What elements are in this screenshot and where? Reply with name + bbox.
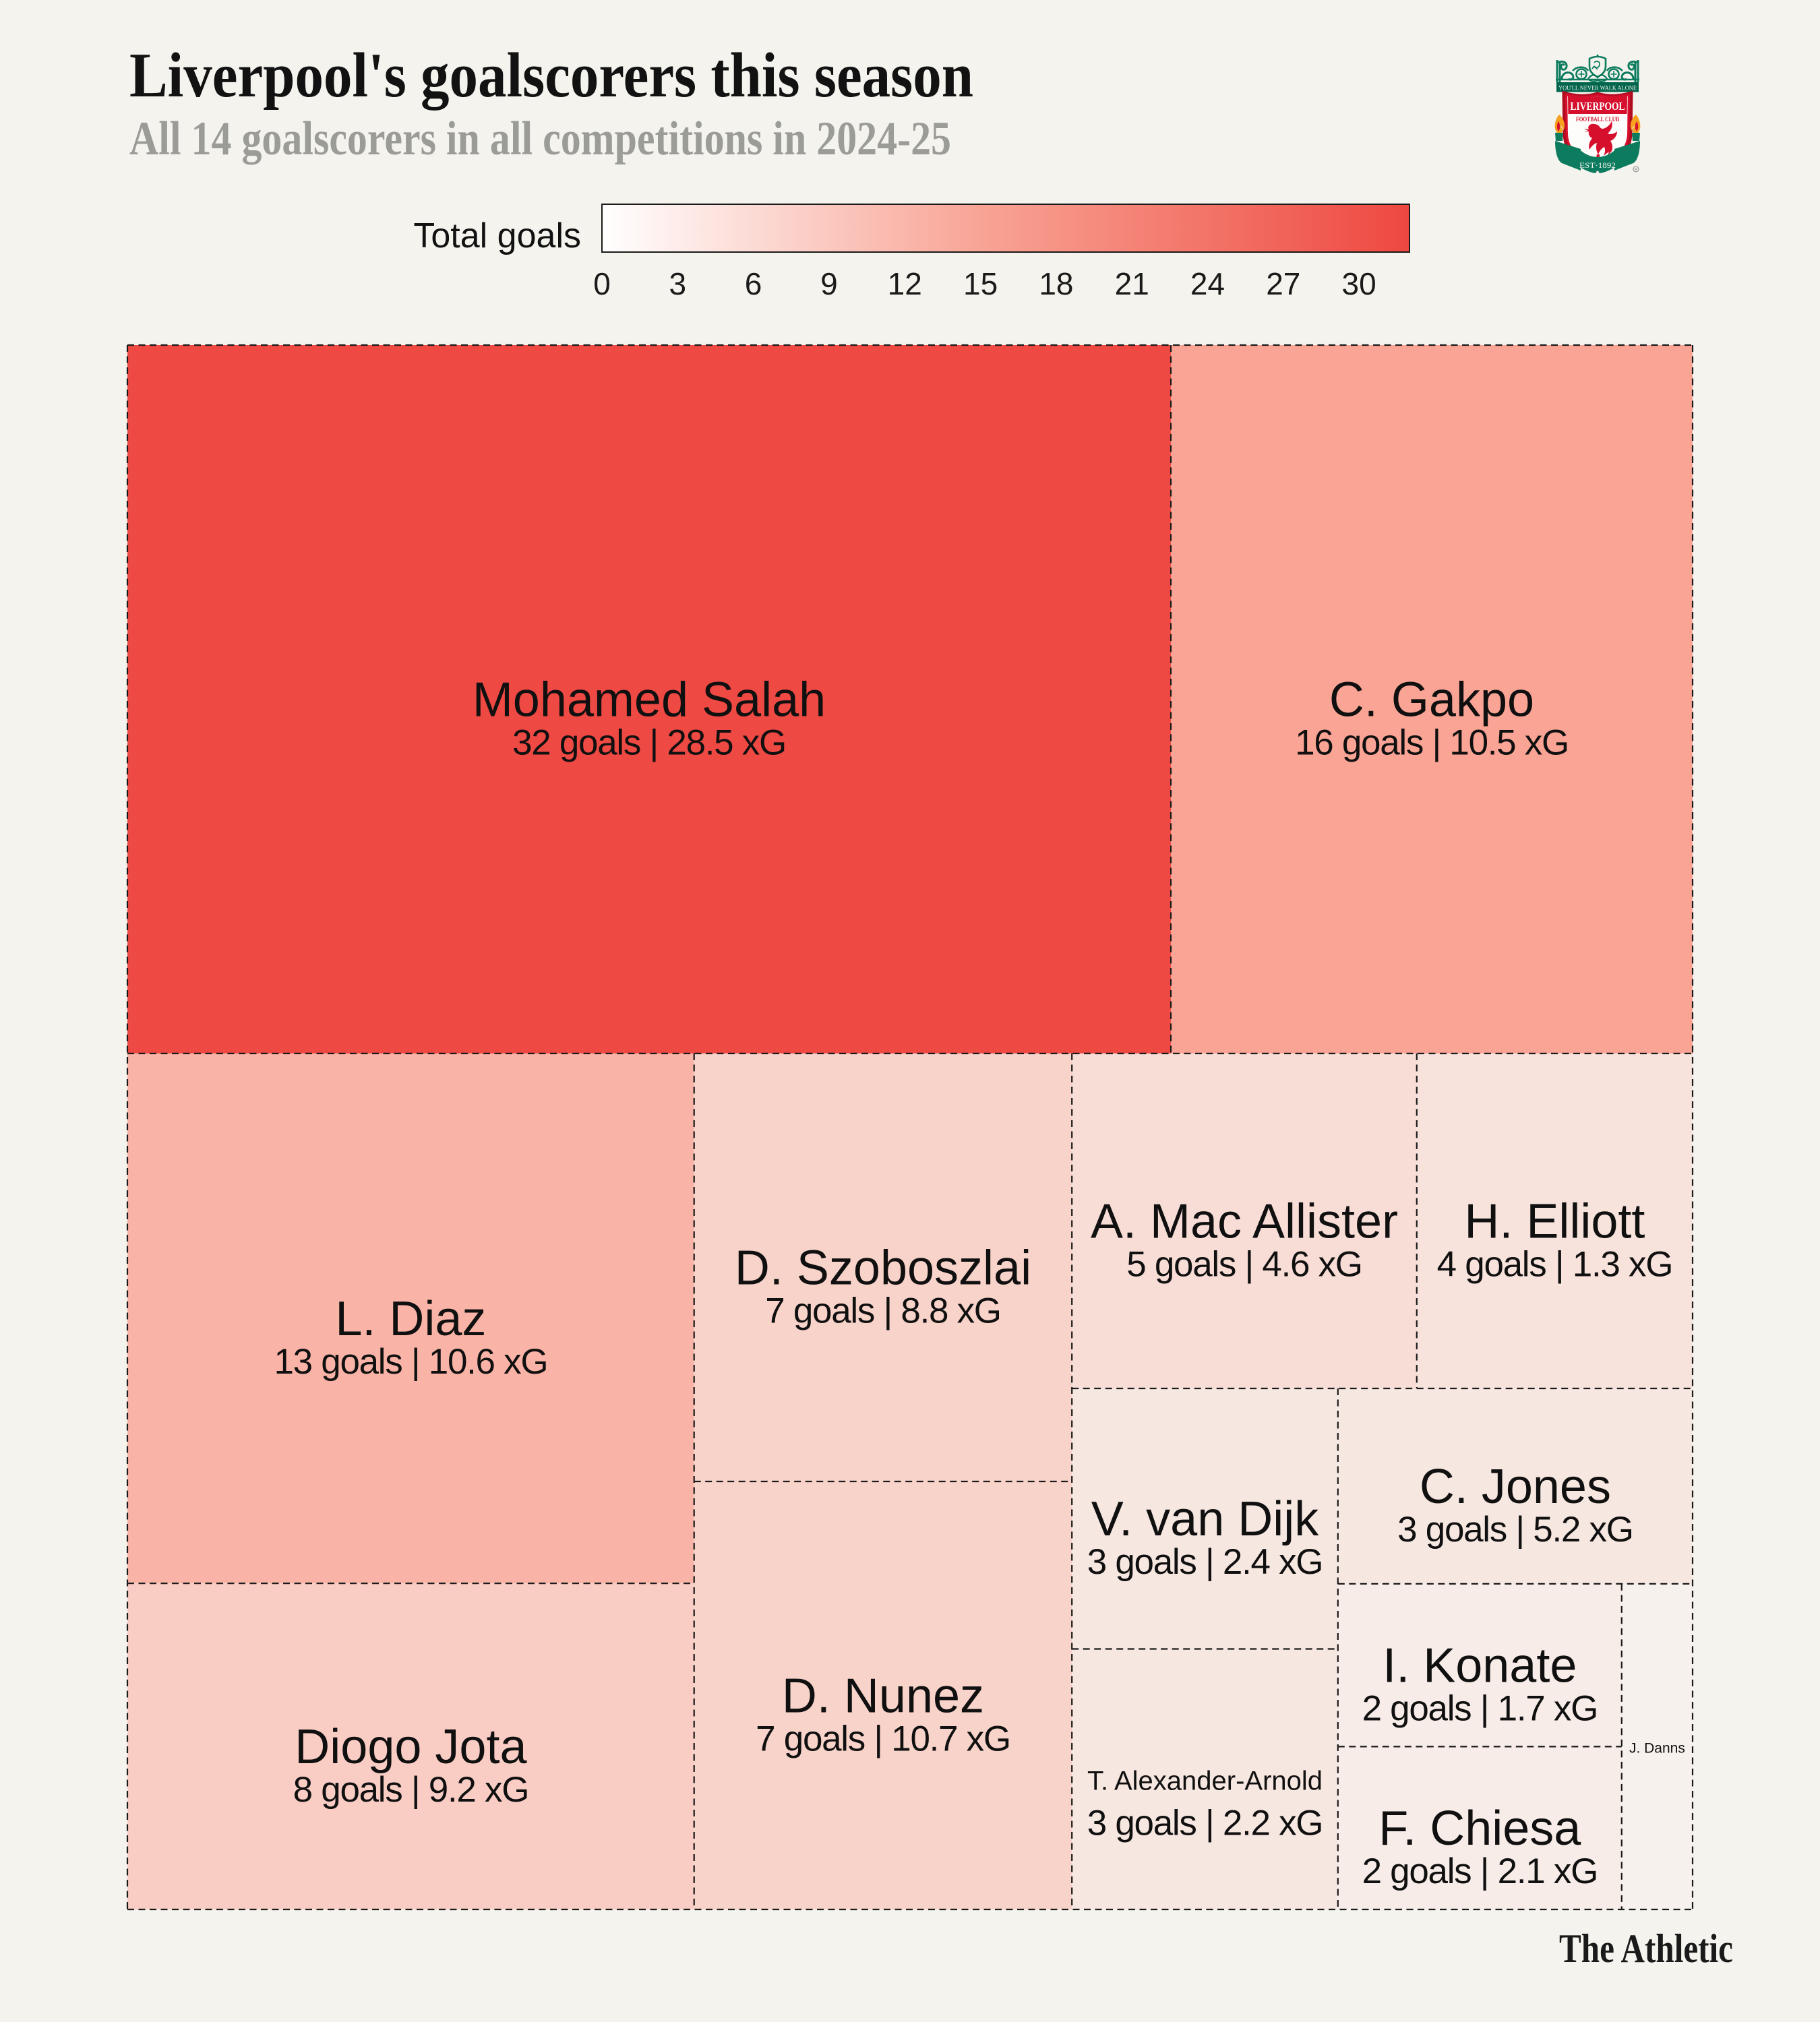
svg-text:18: 18 (1039, 266, 1073, 301)
svg-text:J. Danns: J. Danns (1629, 1740, 1685, 1756)
svg-text:Mohamed Salah: Mohamed Salah (473, 673, 826, 727)
svg-text:Liverpool's goalscorers this s: Liverpool's goalscorers this season (129, 40, 973, 111)
svg-text:R: R (1635, 168, 1638, 173)
svg-text:The Athletic: The Athletic (1559, 1926, 1733, 1971)
svg-text:C. Gakpo: C. Gakpo (1329, 673, 1534, 727)
svg-text:7 goals | 10.7 xG: 7 goals | 10.7 xG (756, 1719, 1010, 1759)
svg-text:32 goals | 28.5 xG: 32 goals | 28.5 xG (512, 723, 786, 763)
svg-text:H. Elliott: H. Elliott (1464, 1195, 1645, 1249)
svg-text:13 goals | 10.6 xG: 13 goals | 10.6 xG (274, 1342, 547, 1382)
svg-text:7 goals | 8.8 xG: 7 goals | 8.8 xG (765, 1291, 1000, 1331)
svg-text:V. van Dijk: V. van Dijk (1091, 1492, 1320, 1546)
svg-text:FOOTBALL CLUB: FOOTBALL CLUB (1576, 117, 1620, 123)
svg-text:All 14 goalscorers in all comp: All 14 goalscorers in all competitions i… (129, 113, 951, 165)
svg-text:YOU'LL NEVER WALK ALONE: YOU'LL NEVER WALK ALONE (1558, 85, 1637, 92)
svg-text:D. Szoboszlai: D. Szoboszlai (735, 1242, 1031, 1295)
svg-text:3 goals | 2.4 xG: 3 goals | 2.4 xG (1087, 1542, 1323, 1582)
svg-text:27: 27 (1266, 266, 1300, 301)
svg-text:3 goals | 2.2 xG: 3 goals | 2.2 xG (1087, 1804, 1323, 1843)
svg-text:6: 6 (745, 266, 762, 301)
svg-text:16 goals | 10.5 xG: 16 goals | 10.5 xG (1295, 723, 1569, 763)
svg-text:Diogo Jota: Diogo Jota (295, 1720, 527, 1774)
svg-text:0: 0 (593, 266, 611, 301)
svg-text:15: 15 (963, 266, 998, 301)
svg-text:2 goals | 2.1 xG: 2 goals | 2.1 xG (1362, 1851, 1598, 1891)
svg-text:I. Konate: I. Konate (1383, 1639, 1577, 1693)
svg-text:D. Nunez: D. Nunez (782, 1669, 984, 1723)
svg-text:3: 3 (669, 266, 687, 301)
svg-text:C. Jones: C. Jones (1420, 1460, 1611, 1514)
svg-text:9: 9 (820, 266, 838, 301)
svg-text:5 goals | 4.6 xG: 5 goals | 4.6 xG (1126, 1245, 1362, 1285)
svg-text:EST·1892: EST·1892 (1579, 160, 1616, 170)
svg-text:3 goals | 5.2 xG: 3 goals | 5.2 xG (1397, 1510, 1633, 1550)
svg-text:T. Alexander-Arnold: T. Alexander-Arnold (1087, 1767, 1323, 1796)
svg-text:Total goals: Total goals (413, 216, 581, 255)
svg-text:F. Chiesa: F. Chiesa (1378, 1802, 1581, 1856)
svg-text:2 goals | 1.7 xG: 2 goals | 1.7 xG (1362, 1689, 1598, 1729)
svg-text:A. Mac Allister: A. Mac Allister (1091, 1195, 1398, 1249)
svg-text:L. Diaz: L. Diaz (335, 1292, 486, 1346)
svg-text:24: 24 (1190, 266, 1225, 301)
svg-text:8 goals | 9.2 xG: 8 goals | 9.2 xG (293, 1770, 528, 1810)
svg-text:LIVERPOOL: LIVERPOOL (1571, 100, 1625, 113)
svg-text:4 goals | 1.3 xG: 4 goals | 1.3 xG (1437, 1245, 1672, 1285)
svg-text:12: 12 (888, 266, 922, 301)
svg-text:30: 30 (1342, 266, 1376, 301)
svg-text:21: 21 (1115, 266, 1149, 301)
